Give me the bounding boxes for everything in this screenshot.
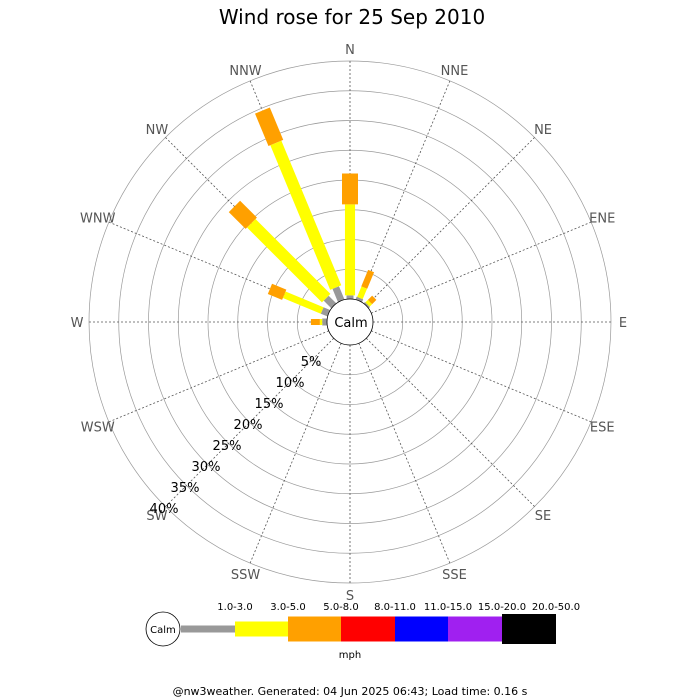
bar-ne-5.0-8.0 xyxy=(367,295,377,305)
legend-swatch-1.0-3.0 xyxy=(181,625,235,633)
percent-label: 10% xyxy=(276,376,305,391)
direction-label-wnw: WNW xyxy=(80,212,116,227)
bar-nnw-5.0-8.0 xyxy=(255,107,284,147)
legend-calm-label: Calm xyxy=(150,625,176,636)
direction-label-ese: ESE xyxy=(590,420,615,435)
legend-bin-label: 1.0-3.0 xyxy=(217,602,252,613)
legend-swatch-8.0-11.0 xyxy=(341,616,395,642)
legend-swatch-15.0-20.0 xyxy=(448,616,502,642)
direction-label-sw: SW xyxy=(146,509,167,524)
percent-label: 20% xyxy=(234,418,263,433)
bar-wnw-3.0-5.0 xyxy=(282,291,324,314)
bar-nw-5.0-8.0 xyxy=(228,200,257,229)
percent-label: 5% xyxy=(301,355,322,370)
direction-label-ne: NE xyxy=(534,123,552,138)
direction-label-ssw: SSW xyxy=(231,568,261,583)
bar-nne-5.0-8.0 xyxy=(361,269,375,289)
bar-wnw-5.0-8.0 xyxy=(267,283,287,300)
legend-swatch-20.0-50.0 xyxy=(502,614,556,644)
bar-nne-3.0-5.0 xyxy=(357,286,368,300)
percent-label: 15% xyxy=(255,397,284,412)
chart-title: Wind rose for 25 Sep 2010 xyxy=(219,5,485,29)
legend-bin-label: 20.0-50.0 xyxy=(532,602,580,613)
calm-circle xyxy=(326,298,374,346)
bar-nw-1.0-3.0 xyxy=(323,295,337,309)
direction-label-sse: SSE xyxy=(442,568,467,583)
speed-legend: Calm mph 1.0-3.0 3.0-5.0 5.0-8.0 8.0-11.0 11… xyxy=(145,602,580,661)
direction-labels: N NNE NE ENE E ESE SE SSE S SSW SW WSW W WNW NW NNW xyxy=(71,43,628,604)
direction-label-nne: NNE xyxy=(441,64,469,79)
percent-label: 40% xyxy=(150,502,179,517)
direction-label-w: W xyxy=(71,316,84,331)
radial-percent-labels: 5% 10% 15% 20% 25% 30% 35% 40% xyxy=(150,355,322,517)
direction-label-e: E xyxy=(619,316,627,331)
legend-bin-label: 5.0-8.0 xyxy=(323,602,358,613)
legend-bin-label: 15.0-20.0 xyxy=(478,602,526,613)
percent-label: 30% xyxy=(192,460,221,475)
legend-bin-label: 8.0-11.0 xyxy=(374,602,416,613)
calm-label: Calm xyxy=(334,316,367,331)
wind-bars xyxy=(228,107,377,326)
legend-swatch-5.0-8.0 xyxy=(288,616,341,642)
footer-text: @nw3weather. Generated: 04 Jun 2025 06:4… xyxy=(173,685,528,698)
bar-ne-3.0-5.0 xyxy=(365,299,373,307)
bar-nw-3.0-5.0 xyxy=(247,219,331,303)
legend-bin-label: 3.0-5.0 xyxy=(270,602,305,613)
direction-label-s: S xyxy=(346,589,354,604)
direction-label-nw: NW xyxy=(146,123,169,138)
radial-ring xyxy=(148,120,552,524)
direction-label-se: SE xyxy=(535,509,551,524)
direction-label-n: N xyxy=(345,43,355,58)
bar-nne-1.0-3.0 xyxy=(355,296,364,303)
percent-label: 25% xyxy=(213,439,242,454)
percent-label: 35% xyxy=(171,481,200,496)
direction-label-ene: ENE xyxy=(589,212,615,227)
legend-bin-label: 11.0-15.0 xyxy=(424,602,472,613)
calm-center: Calm xyxy=(326,298,374,346)
bar-nnw-3.0-5.0 xyxy=(270,140,342,290)
legend-swatch-11.0-15.0 xyxy=(395,616,448,642)
direction-label-wsw: WSW xyxy=(81,420,115,435)
legend-calm-circle xyxy=(145,611,181,647)
bar-nnw-1.0-3.0 xyxy=(332,286,345,303)
legend-unit-label: mph xyxy=(339,650,361,661)
direction-label-nnw: NNW xyxy=(229,64,261,79)
bar-wnw-1.0-3.0 xyxy=(320,307,331,317)
legend-swatch-3.0-5.0 xyxy=(235,621,288,637)
